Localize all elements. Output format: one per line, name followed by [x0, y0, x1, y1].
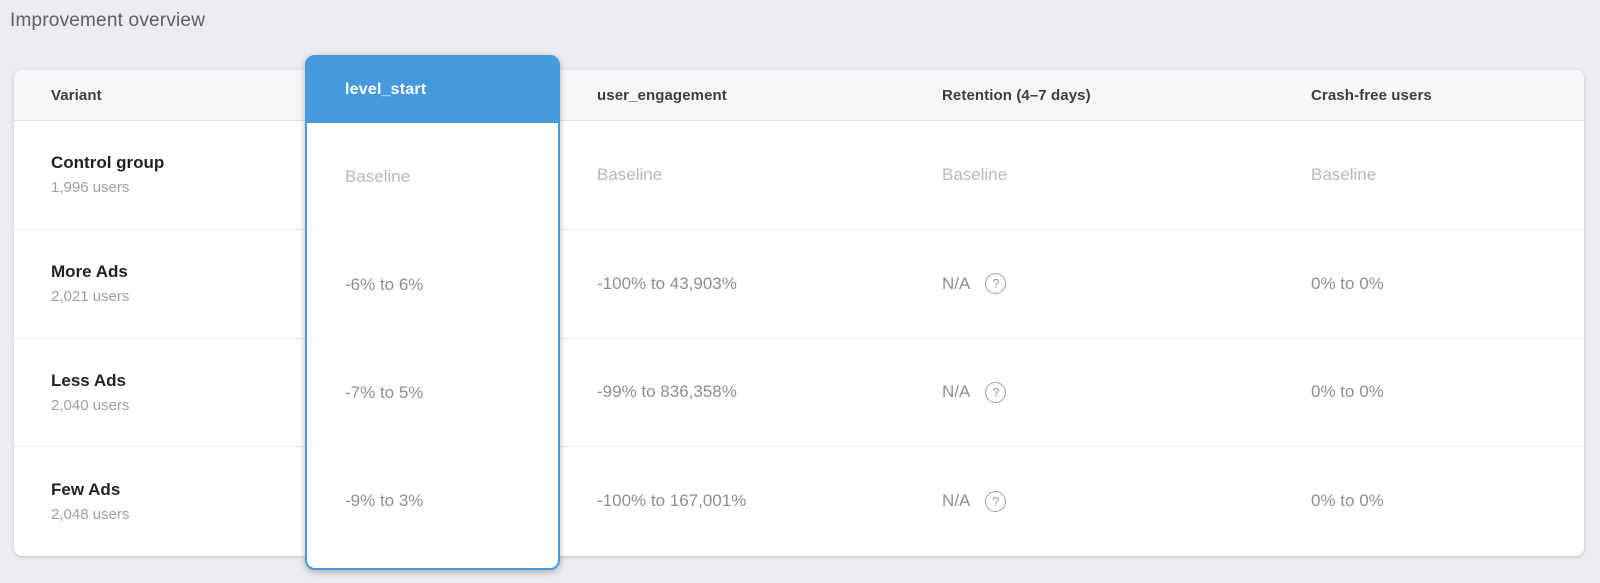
page-title: Improvement overview	[10, 10, 206, 31]
crash-free-value: 0% to 0%	[1311, 382, 1384, 402]
table-row-few-ads: Few Ads 2,048 users -100% to 167,001% N/…	[14, 446, 1584, 555]
retention-value: N/A ?	[905, 230, 1274, 338]
variant-cell: More Ads 2,021 users	[14, 230, 305, 338]
variant-cell: Few Ads 2,048 users	[14, 447, 305, 555]
level-start-value: -6% to 6%	[345, 275, 424, 294]
crash-free-value: Baseline	[1311, 164, 1377, 184]
column-header-level-start[interactable]: level_start	[307, 57, 558, 123]
retention-na-label: N/A	[942, 491, 971, 511]
table-row-less-ads: Less Ads 2,040 users -99% to 836,358% N/…	[14, 337, 1584, 447]
retention-value: N/A ?	[905, 339, 1274, 447]
retention-value: Baseline	[942, 164, 1008, 184]
variant-cell: Less Ads 2,040 users	[14, 339, 305, 447]
improvement-overview-table: Variant user_engagement Retention (4–7 d…	[14, 55, 1584, 570]
level-start-value: -7% to 5%	[345, 383, 424, 402]
retention-na-label: N/A	[942, 273, 971, 293]
help-icon[interactable]: ?	[985, 381, 1007, 403]
level-start-value: Baseline	[345, 167, 411, 186]
variant-name: Few Ads	[51, 479, 121, 499]
column-header-crash-free-users[interactable]: Crash-free users	[1311, 86, 1432, 104]
user-engagement-value: -99% to 836,358%	[597, 382, 737, 402]
selected-column-values: Baseline -6% to 6% -7% to 5% -9% to 3%	[307, 123, 558, 555]
column-header-variant: Variant	[51, 86, 102, 104]
retention-value: N/A ?	[905, 447, 1274, 555]
user-engagement-value: Baseline	[597, 164, 663, 184]
variant-user-count: 1,996 users	[51, 179, 130, 197]
table-row-more-ads: More Ads 2,021 users -100% to 43,903% N/…	[14, 228, 1584, 338]
variant-name: Control group	[51, 153, 165, 173]
column-header-user-engagement[interactable]: user_engagement	[597, 86, 727, 104]
table-row-control-group: Control group 1,996 users Baseline Basel…	[14, 121, 1584, 229]
variant-name: Less Ads	[51, 370, 126, 390]
user-engagement-value: -100% to 167,001%	[597, 491, 747, 511]
variant-user-count: 2,021 users	[51, 288, 130, 306]
variant-user-count: 2,048 users	[51, 505, 130, 523]
crash-free-value: 0% to 0%	[1311, 273, 1384, 293]
variant-user-count: 2,040 users	[51, 396, 130, 414]
variant-name: More Ads	[51, 262, 128, 282]
table-header-row: Variant user_engagement Retention (4–7 d…	[14, 70, 1584, 121]
variant-cell: Control group 1,996 users	[14, 121, 305, 229]
table-body: Control group 1,996 users Baseline Basel…	[14, 121, 1584, 555]
crash-free-value: 0% to 0%	[1311, 491, 1384, 511]
selected-metric-column-card[interactable]: level_start Baseline -6% to 6% -7% to 5%…	[305, 55, 560, 570]
help-icon[interactable]: ?	[985, 490, 1007, 512]
column-header-retention[interactable]: Retention (4–7 days)	[942, 86, 1091, 104]
level-start-value: -9% to 3%	[345, 491, 424, 510]
retention-na-label: N/A	[942, 382, 971, 402]
help-icon[interactable]: ?	[985, 273, 1007, 295]
user-engagement-value: -100% to 43,903%	[597, 273, 737, 293]
